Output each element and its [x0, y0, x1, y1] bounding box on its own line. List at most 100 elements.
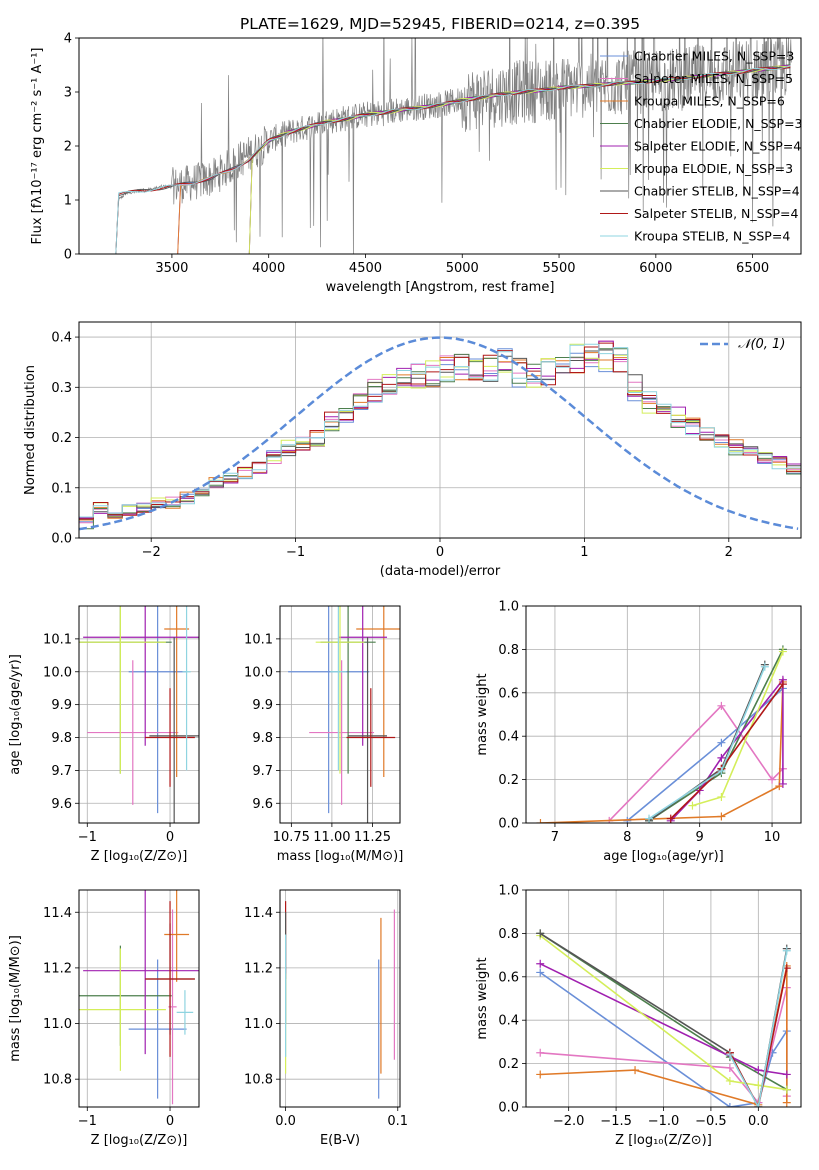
y-tick-label: 9.7: [51, 764, 72, 779]
axes-frame: [525, 889, 802, 1108]
legend-label: Kroupa ELODIE, N_SSP=3: [634, 161, 793, 176]
x-tick-label: 5500: [542, 261, 575, 276]
legend-label: Salpeter STELIB, N_SSP=4: [634, 206, 799, 221]
y-tick-label: 0.4: [51, 331, 72, 346]
histogram-2: [79, 352, 801, 521]
axes-frame: [279, 605, 401, 824]
weight-line-8: [729, 950, 788, 1107]
y-tick-label: 0.2: [498, 1057, 519, 1072]
panel-7: −2.0 −1.5 −1.0 −0.5 0.0 0.0 0.2 0.4 0.6 0.8 1.0 Z […: [475, 884, 802, 1148]
panel-6: 0.0 0.1 10.8 11.0 11.2 11.4 E(B-V): [244, 889, 408, 1148]
plot-area: [79, 890, 199, 1105]
y-tick-label: 0.8: [498, 927, 519, 942]
model-line-8: [115, 65, 791, 254]
x-tick-label: 4500: [349, 261, 382, 276]
plus-marker: [717, 738, 726, 747]
weight-line-5: [539, 934, 787, 1091]
histogram-8: [79, 343, 801, 518]
panel-1: −2 −1 0 1 2 0.0 0.1 0.2 0.3 0.4 (data-model)/error…: [23, 321, 802, 579]
x-tick-label: 2: [725, 545, 733, 560]
plus-marker: [536, 959, 545, 968]
y-tick-label: 11.2: [244, 961, 273, 976]
x-axis-label: E(B-V): [320, 1133, 360, 1148]
axes-frame: [279, 889, 401, 1108]
y-tick-label: 10.0: [43, 665, 72, 680]
x-tick-label: 0: [436, 545, 444, 560]
histogram-4: [79, 340, 801, 519]
plus-marker: [768, 775, 777, 784]
panel-4: 7 8 9 10 0.0 0.2 0.4 0.6 0.8 1.0 age [log₁₀(age/yr…: [475, 600, 802, 864]
plus-marker: [782, 1098, 791, 1107]
plus-marker: [536, 819, 545, 823]
y-tick-label: 3: [64, 86, 72, 101]
x-tick-label: 8: [623, 830, 631, 845]
x-tick-label: 4000: [252, 261, 285, 276]
plus-marker: [782, 946, 791, 955]
y-axis-label: mass weight: [475, 957, 490, 1039]
panel-3: 10.75 11.00 11.25 9.6 9.7 9.8 9.9 10.0 10.1 mass …: [244, 605, 404, 864]
histogram-5: [79, 343, 801, 520]
axes-frame: [78, 37, 802, 255]
y-tick-label: 10.1: [43, 632, 72, 647]
x-tick-label: 0.0: [275, 1114, 296, 1129]
chart-title: PLATE=1629, MJD=52945, FIBERID=0214, z=0…: [240, 15, 640, 33]
plus-marker: [623, 816, 632, 823]
y-axis-label: Normed distribution: [23, 365, 38, 495]
data-spectrum-line: [115, 38, 792, 254]
plot-area: [285, 901, 395, 1099]
y-tick-label: 9.6: [252, 797, 273, 812]
panel-0: 3500 4000 4500 5000 5500 6000 6500 0 1 2 3 4 wavelen…: [30, 32, 803, 296]
plus-marker: [778, 680, 787, 689]
plus-marker: [717, 792, 726, 801]
y-tick-label: 1.0: [498, 600, 519, 615]
x-tick-label: 0: [166, 1114, 174, 1129]
x-axis-label: (data-model)/error: [380, 564, 501, 579]
x-tick-label: 10: [764, 830, 781, 845]
y-tick-label: 0.4: [498, 1014, 519, 1029]
y-axis-label: mass weight: [475, 673, 490, 755]
plus-marker: [760, 662, 769, 671]
y-tick-label: 9.9: [252, 698, 273, 713]
plot-area: [79, 606, 199, 823]
plus-marker: [725, 1103, 734, 1107]
legend-label: Chabrier MILES, N_SSP=3: [634, 49, 794, 64]
panel-2: −1 0 9.6 9.7 9.8 9.9 10.0 10.1 Z [log₁₀(Z/Z⊙)] ag…: [8, 605, 200, 864]
plot-area: [79, 336, 801, 531]
legend: Chabrier MILES, N_SSP=3 Salpeter MILES, N…: [600, 49, 803, 244]
y-tick-label: 9.7: [252, 764, 273, 779]
x-tick-label: −0.5: [695, 1114, 727, 1129]
y-tick-label: 0.0: [498, 817, 519, 832]
model-line-7: [115, 66, 791, 254]
x-tick-label: 10.75: [273, 830, 310, 845]
plus-marker: [717, 701, 726, 710]
x-tick-label: −1.5: [600, 1114, 632, 1129]
x-tick-label: 0.0: [748, 1114, 769, 1129]
x-axis-label: Z [log₁₀(Z/Z⊙)]: [91, 1133, 188, 1148]
plus-marker: [754, 1103, 763, 1107]
x-tick-label: 5000: [446, 261, 479, 276]
x-axis-label: age [log₁₀(age/yr)]: [603, 849, 724, 864]
x-tick-label: 1: [580, 545, 588, 560]
x-axis-label: mass [log₁₀(M/M⊙)]: [277, 849, 404, 864]
plus-marker: [754, 1081, 763, 1090]
y-axis-label: Flux [fλ10⁻¹⁷ erg cm⁻² s⁻¹ A⁻¹]: [30, 48, 45, 245]
y-tick-label: 11.0: [244, 1017, 273, 1032]
legend-label: Kroupa MILES, N_SSP=6: [634, 94, 785, 109]
x-axis-label: Z [log₁₀(Z/Z⊙)]: [615, 1133, 712, 1148]
plus-marker: [666, 814, 675, 823]
x-tick-label: −1: [286, 545, 305, 560]
plus-marker: [536, 968, 545, 977]
axes-frame: [525, 605, 802, 824]
plus-marker: [536, 1048, 545, 1057]
y-axis-label: mass [log₁₀(M/M⊙)]: [8, 935, 23, 1062]
plus-marker: [725, 1050, 734, 1059]
normal-reference-curve: [79, 336, 799, 531]
y-axis-label: age [log₁₀(age/yr)]: [8, 654, 23, 775]
plus-marker: [717, 812, 726, 821]
y-tick-label: 10.1: [244, 632, 273, 647]
x-tick-label: 9: [696, 830, 704, 845]
legend-label: Salpeter ELODIE, N_SSP=4: [634, 139, 801, 154]
plus-marker: [782, 1085, 791, 1094]
plus-marker: [775, 782, 784, 791]
